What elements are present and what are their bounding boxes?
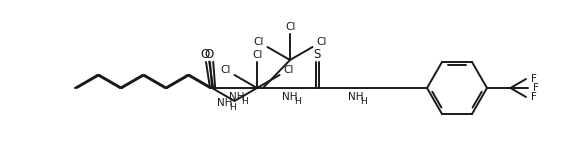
Text: Cl: Cl (316, 37, 327, 47)
Text: S: S (314, 49, 321, 61)
Text: F: F (531, 92, 537, 102)
Text: F: F (531, 74, 537, 84)
Text: Cl: Cl (253, 50, 263, 60)
Text: H: H (229, 103, 235, 112)
Text: Cl: Cl (286, 22, 296, 32)
Text: H: H (241, 97, 248, 106)
Text: F: F (533, 83, 539, 93)
Text: Cl: Cl (284, 65, 294, 75)
Text: NH: NH (229, 92, 245, 102)
Text: O: O (200, 49, 209, 61)
Text: Cl: Cl (220, 65, 231, 75)
Text: NH: NH (217, 98, 232, 109)
Text: O: O (204, 49, 213, 61)
Text: H: H (294, 97, 301, 106)
Text: NH: NH (282, 92, 297, 102)
Text: H: H (360, 97, 367, 106)
Text: NH: NH (348, 92, 363, 102)
Text: Cl: Cl (254, 37, 264, 47)
